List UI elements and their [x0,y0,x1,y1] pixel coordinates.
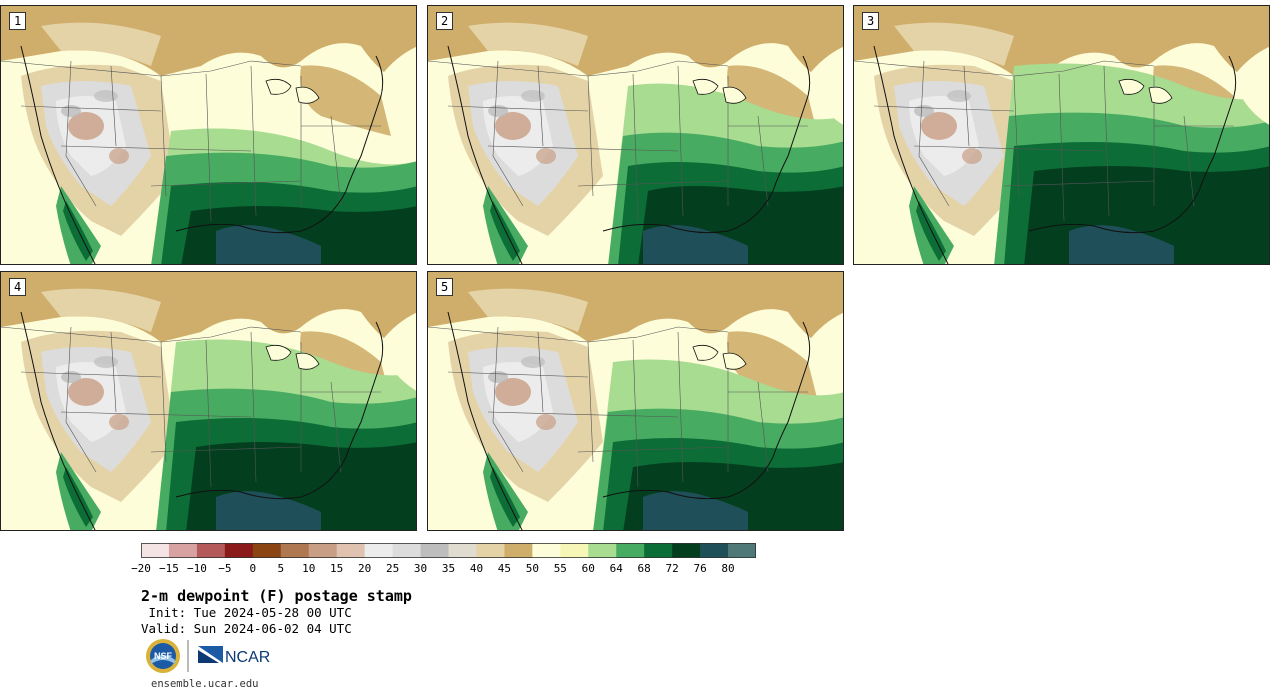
colorbar-swatch [224,543,254,558]
panel-label-3: 3 [862,12,880,30]
dewpoint-map-2 [428,6,843,264]
colorbar-swatch [728,543,756,558]
colorbar-tick-label: 5 [277,562,285,575]
colorbar-swatch [644,543,673,558]
colorbar-tick-label: 0 [249,562,257,575]
colorbar-swatch [141,543,170,558]
colorbar-swatch [504,543,533,558]
colorbar-swatch [448,543,477,558]
panel-label-2: 2 [436,12,454,30]
dewpoint-map-1 [1,6,416,264]
colorbar-swatch [672,543,701,558]
colorbar-swatch [560,543,589,558]
panel-label-1: 1 [9,12,27,30]
colorbar-tick-label: 76 [693,562,707,575]
colorbar-swatch [588,543,617,558]
colorbar-tick-label: 20 [358,562,372,575]
colorbar-swatch [196,543,226,558]
colorbar-swatch [476,543,505,558]
colorbar-tick-label: 40 [469,562,484,575]
colorbar-swatch [532,543,561,558]
map-panel-4[interactable]: 4 [0,271,417,531]
colorbar-swatch [700,543,729,558]
colorbar-swatch [616,543,645,558]
colorbar-swatch [336,543,366,558]
panel-label-5: 5 [436,278,454,296]
logos: NSF NCAR [146,639,270,673]
colorbar-swatch [392,543,422,558]
colorbar [141,543,756,558]
dewpoint-map-5 [428,272,843,530]
dewpoint-map-4 [1,272,416,530]
colorbar-swatch [420,543,449,558]
nsf-logo-text: NSF [154,651,173,661]
colorbar-tick-label: 10 [302,562,316,575]
colorbar-tick-label: −5 [218,562,232,575]
colorbar-tick-label: 80 [721,562,735,575]
site-url[interactable]: ensemble.ucar.edu [151,678,259,690]
colorbar-swatch [308,543,338,558]
colorbar-tick-label: 72 [665,562,679,575]
colorbar-tick-label: −15 [159,562,179,575]
colorbar-tick-label: 30 [413,562,428,575]
colorbar-tick-label: 55 [553,562,567,575]
colorbar-tick-labels: −20 −15 −10 −5 0 5 10 15 20 25 30 35 40 45 50 55 60 64 68 7… [131,562,781,576]
colorbar-swatch [252,543,282,558]
map-panel-1[interactable]: 1 [0,5,417,265]
colorbar-tick-label: 45 [497,562,512,575]
colorbar-swatch [364,543,394,558]
colorbar-tick-label: −10 [186,562,207,575]
colorbar-tick-label: 35 [441,562,456,575]
colorbar-tick-label: 68 [637,562,651,575]
ncar-logo-icon: NCAR [198,646,270,666]
nsf-logo-icon: NSF [146,639,180,673]
colorbar-swatch [280,543,310,558]
colorbar-tick-label: −20 [131,562,151,575]
colorbar-tick-label: 50 [525,562,539,575]
map-panel-5[interactable]: 5 [427,271,844,531]
colorbar-swatch [168,543,198,558]
map-panel-2[interactable]: 2 [427,5,844,265]
valid-time: Valid: Sun 2024-06-02 04 UTC [141,621,352,636]
panel-label-4: 4 [9,278,27,296]
colorbar-tick-label: 60 [581,562,595,575]
colorbar-tick-label: 15 [330,562,344,575]
chart-title: 2-m dewpoint (F) postage stamp [141,587,412,605]
map-panel-3[interactable]: 3 [853,5,1270,265]
init-time: Init: Tue 2024-05-28 00 UTC [141,605,352,620]
colorbar-tick-label: 64 [609,562,623,575]
ncar-logo-text: NCAR [225,649,270,666]
colorbar-tick-label: 25 [385,562,400,575]
dewpoint-map-3 [854,6,1269,264]
